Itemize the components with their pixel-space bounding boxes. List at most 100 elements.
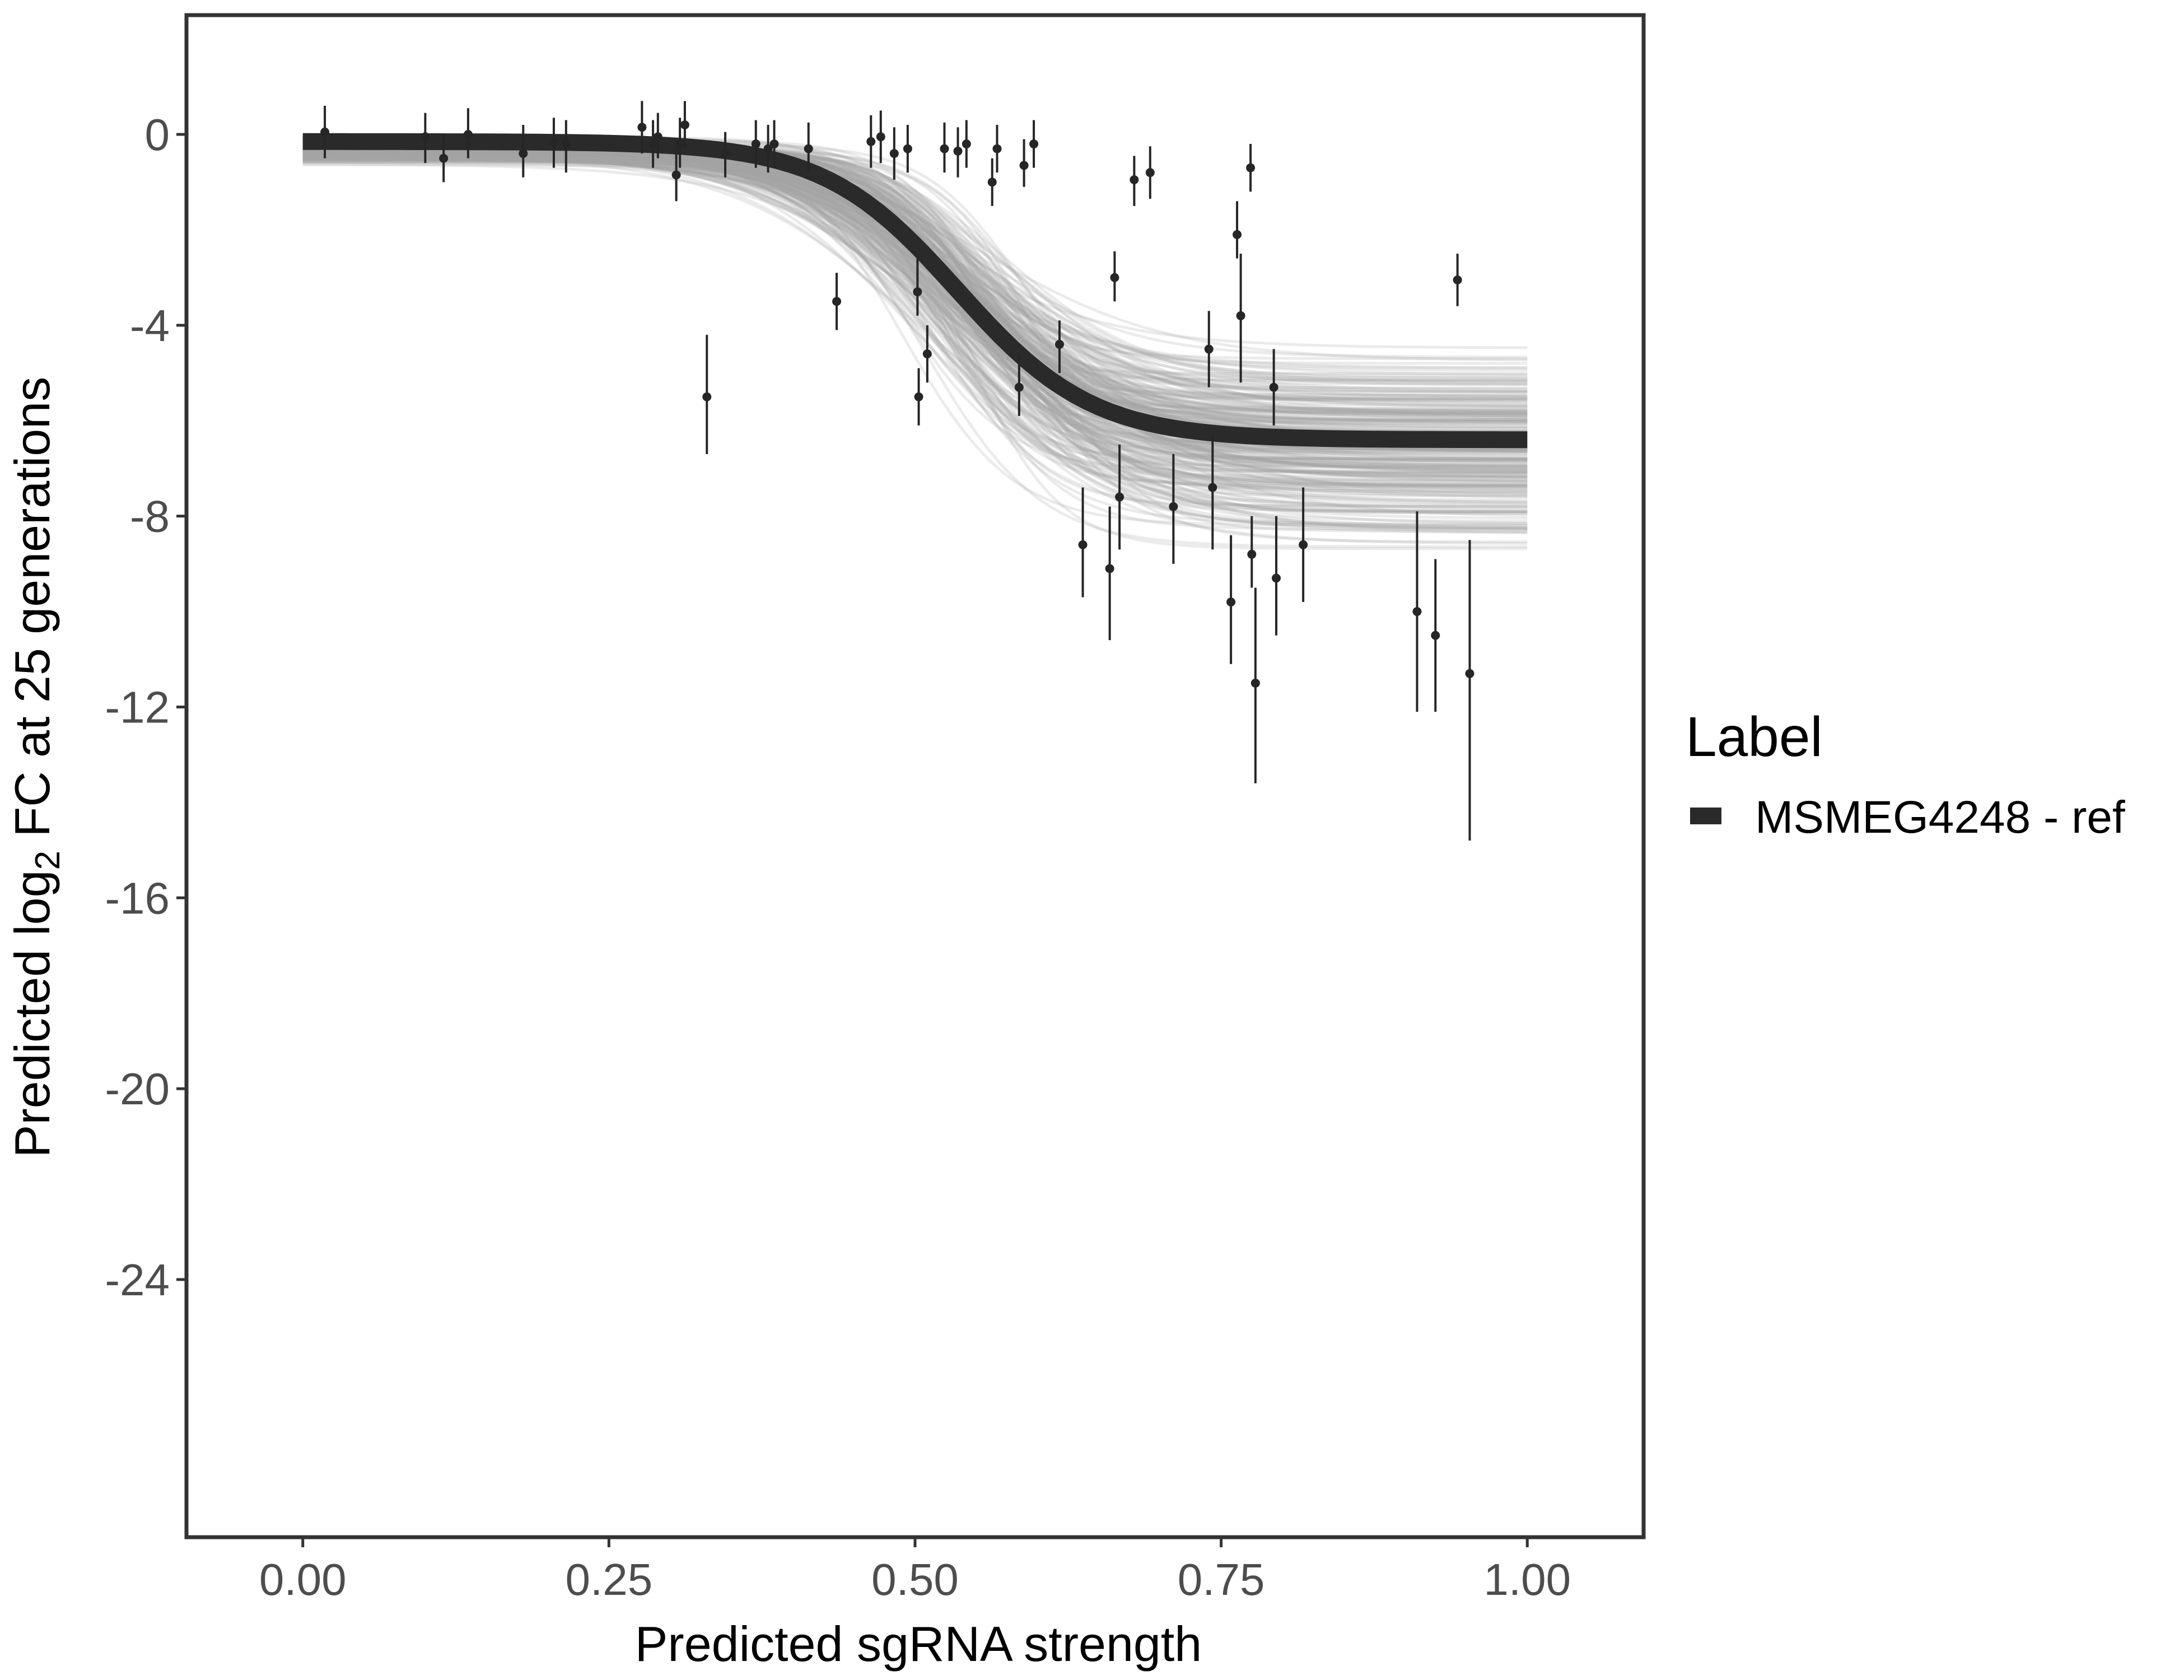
posterior-draw-line — [302, 153, 1528, 483]
point-marker — [962, 139, 971, 149]
point-marker — [702, 392, 712, 402]
posterior-draw-line — [302, 153, 1528, 473]
data-point-7 — [561, 120, 571, 173]
posterior-draw-line — [302, 151, 1528, 451]
data-point-46 — [1226, 535, 1236, 664]
legend-label: MSMEG4248 - ref — [1755, 792, 2125, 843]
x-axis: 0.00 0.25 0.50 0.75 1.00 — [259, 1537, 1571, 1604]
posterior-draw-line — [302, 151, 1528, 428]
point-marker — [519, 149, 528, 158]
point-marker — [769, 139, 779, 149]
posterior-draw-line — [302, 156, 1528, 514]
data-point-38 — [1105, 506, 1114, 641]
posterior-draw-line — [302, 154, 1528, 469]
data-point-17 — [763, 124, 773, 173]
point-marker — [1019, 161, 1029, 170]
x-tick-label: 0.50 — [871, 1555, 959, 1604]
posterior-draw-line — [302, 150, 1528, 493]
y-tick-label: -8 — [130, 492, 170, 542]
data-point-34 — [1019, 139, 1029, 187]
posterior-draw-line — [302, 154, 1528, 509]
posterior-draw-line — [302, 157, 1528, 508]
posterior-draw-line — [302, 154, 1528, 418]
posterior-draw-line — [302, 155, 1528, 421]
posterior-draw-line — [302, 152, 1528, 474]
posterior-draw-line — [302, 153, 1528, 514]
data-point-26 — [914, 368, 923, 426]
data-point-24 — [903, 124, 912, 173]
y-axis-title-subscript: 2 — [29, 851, 67, 870]
data-point-1 — [320, 105, 330, 158]
posterior-draw-line — [302, 155, 1528, 533]
point-marker — [1299, 540, 1308, 549]
posterior-draw-line — [302, 153, 1528, 479]
data-point-37 — [1078, 487, 1088, 598]
point-marker — [1130, 175, 1139, 184]
point-marker — [866, 137, 876, 146]
point-marker — [637, 123, 647, 132]
data-point-18 — [769, 120, 779, 168]
data-point-36 — [1055, 320, 1065, 374]
point-marker — [992, 144, 1002, 153]
legend-key-msmeg4248-ref — [1690, 808, 1721, 824]
y-axis: 0 -4 -8 -12 -16 -20 -24 — [105, 110, 186, 1305]
point-marker — [1233, 230, 1242, 239]
posterior-draw-line — [302, 150, 1528, 375]
data-point-3 — [439, 134, 449, 183]
y-tick-label: -12 — [105, 682, 170, 732]
posterior-draw-line — [302, 150, 1528, 359]
posterior-draw-line — [302, 155, 1528, 543]
point-marker — [680, 120, 689, 129]
data-point-45 — [1208, 435, 1217, 550]
data-point-33 — [1014, 353, 1024, 416]
point-marker — [903, 144, 912, 153]
posterior-draw-line — [302, 148, 1528, 416]
posterior-draw-line — [302, 150, 1528, 496]
y-tick-label: -16 — [105, 873, 170, 923]
data-point-50 — [1247, 516, 1257, 588]
point-marker — [1110, 273, 1119, 282]
posterior-draw-line — [302, 150, 1528, 488]
posterior-draw-line — [302, 149, 1528, 492]
posterior-draw-line — [302, 152, 1528, 401]
point-marker — [1431, 631, 1440, 640]
posterior-draw-line — [302, 148, 1528, 484]
fit-curve-group — [302, 133, 1528, 449]
point-marker — [1272, 573, 1281, 583]
posterior-draw-line — [302, 156, 1528, 498]
posterior-draw-line — [302, 153, 1528, 435]
point-marker — [320, 127, 330, 137]
x-tick-label: 0.25 — [566, 1555, 653, 1604]
data-points — [320, 101, 1474, 841]
posterior-draw-line — [302, 149, 1528, 454]
posterior-draw-line — [302, 151, 1528, 402]
fit-curve-msmeg4248-ref — [302, 133, 1528, 449]
data-point-32 — [992, 124, 1002, 173]
data-point-6 — [549, 118, 558, 168]
point-marker — [889, 149, 899, 158]
point-marker — [561, 139, 571, 149]
x-tick-label: 0.75 — [1178, 1555, 1265, 1604]
data-point-20 — [832, 273, 842, 330]
data-point-23 — [889, 127, 899, 180]
posterior-draw-line — [302, 158, 1528, 413]
posterior-draw-line — [302, 150, 1528, 382]
point-marker — [953, 146, 963, 156]
point-marker — [1246, 163, 1256, 172]
posterior-draw-line — [302, 154, 1528, 487]
point-marker — [1204, 344, 1214, 354]
point-marker — [1115, 492, 1124, 502]
posterior-draw-line — [302, 148, 1528, 530]
y-axis-title-rest: FC at 25 generations — [4, 377, 60, 851]
data-point-57 — [1453, 254, 1462, 306]
point-marker — [463, 130, 473, 139]
point-marker — [1078, 540, 1088, 549]
data-point-15 — [721, 132, 730, 178]
y-axis-title-main: Predicted log — [4, 870, 60, 1158]
data-point-51 — [1250, 587, 1260, 783]
posterior-draw-line — [302, 151, 1528, 478]
data-point-39 — [1110, 251, 1119, 302]
posterior-draw-line — [302, 148, 1528, 372]
posterior-draw-line — [302, 153, 1528, 453]
